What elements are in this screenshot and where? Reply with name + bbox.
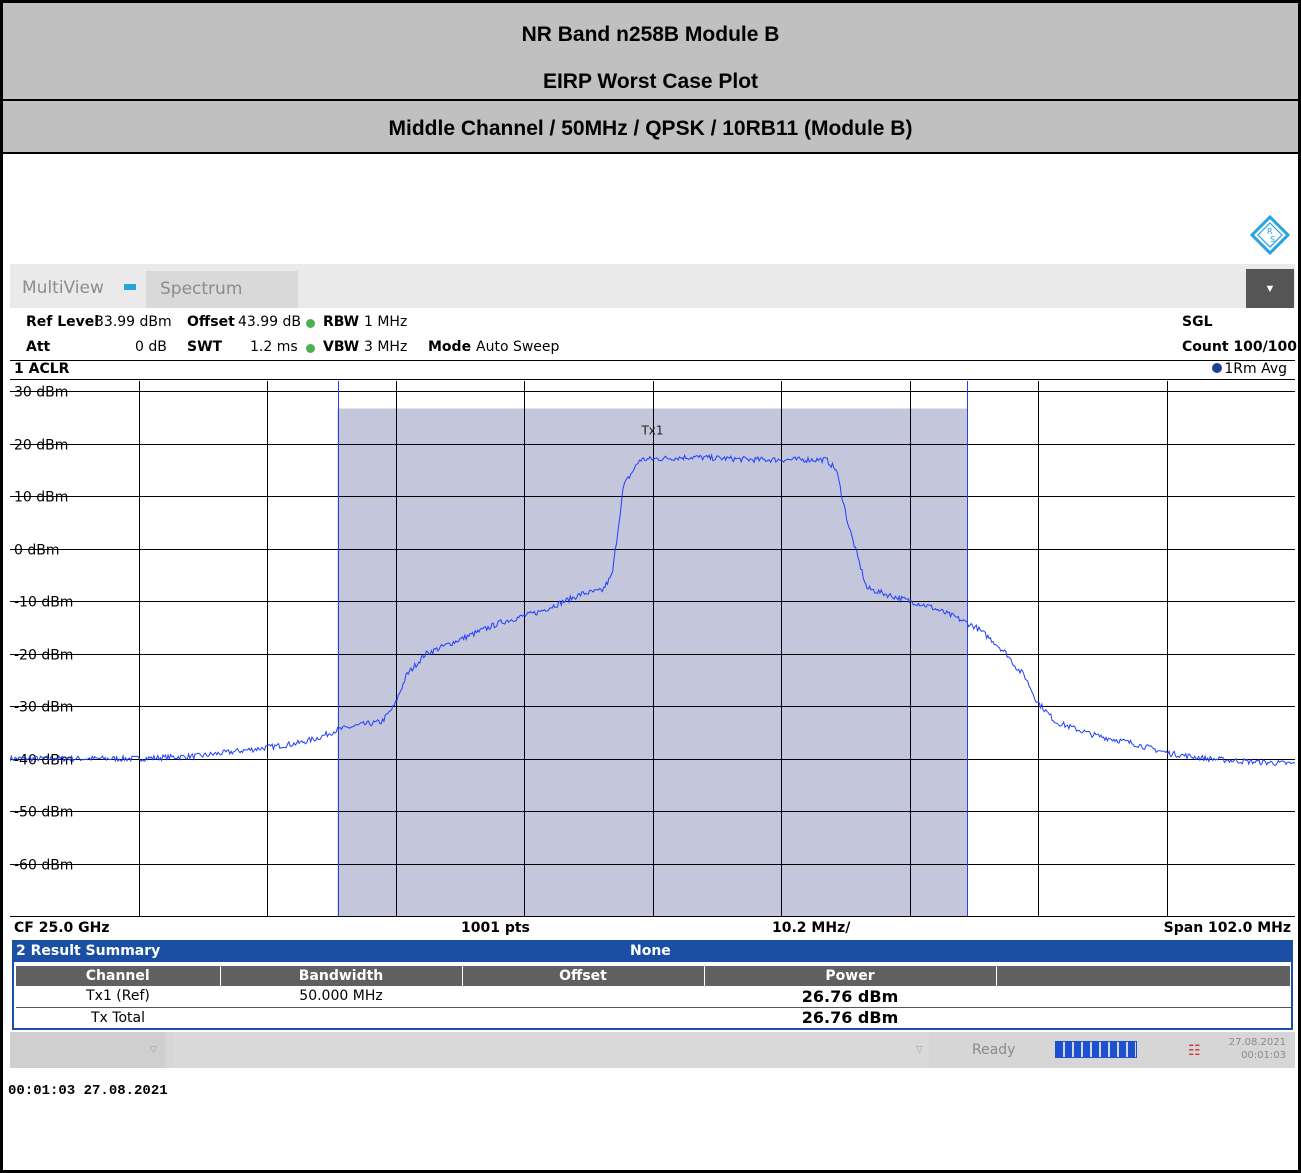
cell-offset xyxy=(462,986,704,1008)
col-header-empty xyxy=(996,966,1291,986)
cell-bandwidth: 50.000 MHz xyxy=(220,986,462,1008)
y-tick-label: 30 dBm xyxy=(14,385,68,401)
aclr-plot: 30 dBm 20 dBm 10 dBm 0 dBm -10 dBm -20 dBm -30… xyxy=(10,381,1295,916)
vbw-label: VBW xyxy=(323,339,360,355)
result-summary-mode: None xyxy=(630,943,671,959)
multiview-indicator-icon xyxy=(124,284,136,290)
channel-bar-tx1 xyxy=(337,408,968,916)
window-1-titlebar: 1 ACLR 1Rm Avg xyxy=(10,360,1295,380)
table-row: Tx1 (Ref) 50.000 MHz 26.76 dBm xyxy=(16,986,1291,1008)
att-value: 0 dB xyxy=(135,339,167,355)
x-axis-footer: CF 25.0 GHz 1001 pts 10.2 MHz/ Span 102.… xyxy=(10,916,1295,938)
swt-value: 1.2 ms xyxy=(250,339,298,355)
report-subtitle: EIRP Worst Case Plot xyxy=(542,70,759,93)
report-title: NR Band n258B Module B xyxy=(521,23,780,46)
result-summary-window: 2 Result Summary None Channel Bandwidth … xyxy=(12,940,1293,1030)
window-1-title: 1 ACLR xyxy=(14,361,70,377)
sgl-indicator: SGL xyxy=(1182,314,1213,330)
rbw-coupled-icon xyxy=(306,319,315,328)
result-summary-title: 2 Result Summary xyxy=(16,943,161,959)
cell-power: 26.76 dBm xyxy=(801,1008,899,1028)
offset-value: 43.99 dB xyxy=(238,314,302,330)
cell-channel: Tx Total xyxy=(91,1009,145,1026)
trace-legend: 1Rm Avg xyxy=(1212,361,1287,377)
swt-label: SWT xyxy=(187,339,223,355)
status-datetime: 27.08.2021 00:01:03 xyxy=(1216,1036,1286,1062)
y-tick-label: 0 dBm xyxy=(14,543,60,559)
col-header-bandwidth: Bandwidth xyxy=(220,966,463,986)
top-toolbar: MultiView Spectrum ▼ xyxy=(10,264,1295,309)
network-icon: ☷ xyxy=(1188,1042,1201,1058)
result-summary-titlebar: 2 Result Summary None xyxy=(14,942,1291,962)
analyzer-screen: MultiView Spectrum ▼ Ref Level 33.99 dBm… xyxy=(10,264,1297,1068)
status-bar: ▽ ▽ Ready ☷ 27.08.2021 00:01:03 xyxy=(10,1032,1295,1068)
rs-logo-icon: R S xyxy=(1250,215,1290,255)
svg-text:R: R xyxy=(1267,227,1273,236)
channel-label: Tx1 xyxy=(640,423,663,437)
mode-label: Mode xyxy=(428,339,472,355)
freq-per-div: 10.2 MHz/ xyxy=(772,920,851,936)
chevron-down-icon: ▽ xyxy=(150,1044,157,1054)
offset-label: Offset xyxy=(187,314,235,330)
status-dropdown-2[interactable]: ▽ xyxy=(173,1032,929,1068)
multiview-tab[interactable]: MultiView xyxy=(22,278,104,298)
spectrum-tab[interactable]: Spectrum xyxy=(146,271,298,308)
status-text: Ready xyxy=(972,1042,1016,1058)
y-tick-label: -60 dBm xyxy=(14,858,73,874)
center-frequency: CF 25.0 GHz xyxy=(14,920,110,936)
att-label: Att xyxy=(26,339,51,355)
col-header-channel: Channel xyxy=(16,966,221,986)
sweep-count: Count 100/100 xyxy=(1182,339,1297,355)
vbw-coupled-icon xyxy=(306,344,315,353)
y-tick-label: 10 dBm xyxy=(14,490,68,506)
trace-legend-label: 1Rm Avg xyxy=(1224,361,1287,377)
col-header-power: Power xyxy=(704,966,997,986)
measurement-params: Ref Level 33.99 dBm Offset 43.99 dB RBW … xyxy=(10,308,1297,358)
trace-dot-icon xyxy=(1212,363,1223,373)
ref-level-value: 33.99 dBm xyxy=(95,314,172,330)
vbw-value: 3 MHz xyxy=(364,339,408,355)
chevron-down-icon: ▼ xyxy=(1264,283,1276,295)
cell-power: 26.76 dBm xyxy=(704,986,996,1008)
table-row: Tx Total 26.76 dBm xyxy=(16,1007,1291,1028)
sweep-points: 1001 pts xyxy=(461,920,530,936)
ref-level-label: Ref Level xyxy=(26,314,100,330)
y-tick-label: 20 dBm xyxy=(14,438,68,454)
chevron-down-icon: ▽ xyxy=(916,1044,923,1054)
dropdown-button[interactable]: ▼ xyxy=(1246,269,1294,309)
y-tick-label: -20 dBm xyxy=(14,648,73,664)
test-config: Middle Channel / 50MHz / QPSK / 10RB11 (… xyxy=(3,101,1298,154)
rbw-value: 1 MHz xyxy=(364,314,408,330)
sweep-progress-bar xyxy=(1055,1041,1137,1058)
col-header-offset: Offset xyxy=(462,966,705,986)
span: Span 102.0 MHz xyxy=(1163,920,1291,936)
mode-value: Auto Sweep xyxy=(476,339,560,355)
cell-bandwidth xyxy=(220,1007,462,1028)
cell-channel: Tx1 (Ref) xyxy=(16,986,220,1008)
capture-timestamp: 00:01:03 27.08.2021 xyxy=(8,1083,168,1099)
report-header: NR Band n258B Module B EIRP Worst Case P… xyxy=(3,3,1298,101)
y-tick-label: -30 dBm xyxy=(14,700,73,716)
y-tick-label: -50 dBm xyxy=(14,805,73,821)
rbw-label: RBW xyxy=(323,314,360,330)
cell-offset xyxy=(462,1007,704,1028)
y-tick-label: -10 dBm xyxy=(14,595,73,611)
status-time: 00:01:03 xyxy=(1241,1050,1286,1061)
result-table: Channel Bandwidth Offset Power Tx1 (Ref)… xyxy=(16,966,1291,1028)
status-date: 27.08.2021 xyxy=(1228,1037,1286,1048)
svg-text:S: S xyxy=(1270,235,1275,244)
trace-line xyxy=(10,453,1295,766)
status-dropdown-1[interactable]: ▽ xyxy=(10,1032,165,1068)
